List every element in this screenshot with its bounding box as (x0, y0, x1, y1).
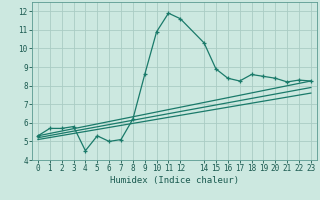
X-axis label: Humidex (Indice chaleur): Humidex (Indice chaleur) (110, 176, 239, 185)
